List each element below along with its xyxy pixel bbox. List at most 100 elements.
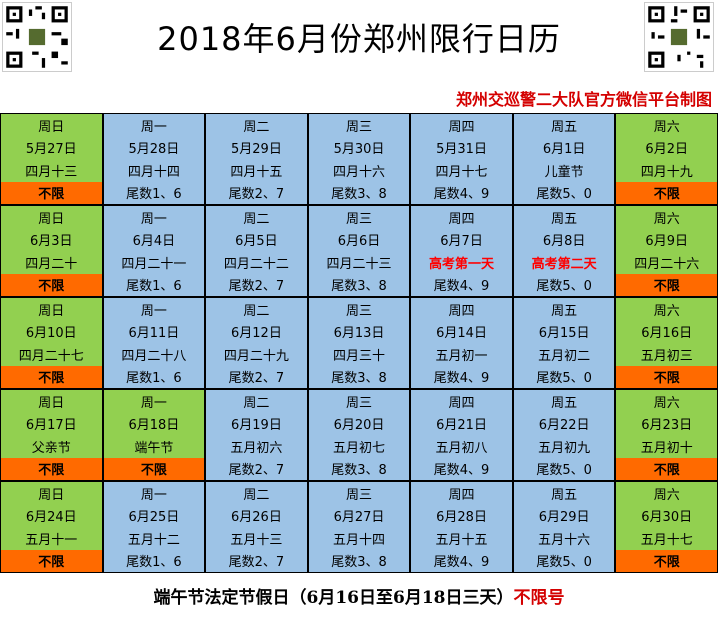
date-label: 6月3日 <box>30 234 73 250</box>
calendar-day-cell: 周四 6月7日 高考第一天 尾数4、9 <box>411 206 512 296</box>
restriction-label: 尾数5、0 <box>536 187 592 203</box>
calendar-day-cell: 周五 6月29日 五月十六 尾数5、0 <box>513 482 615 572</box>
restriction-label: 尾数3、8 <box>331 555 387 571</box>
calendar-day-cell: 周三 6月13日 四月三十 尾数3、8 <box>308 298 410 388</box>
calendar-day-cell: 周三 6月27日五月十四尾数3、8 <box>308 482 410 572</box>
weekday-label: 周三 <box>345 487 372 503</box>
calendar-day-cell: 周六 6月30日 五月十七 不限 <box>616 482 717 572</box>
weekday-label: 周四 <box>448 487 475 503</box>
lunar-label: 四月二十一 <box>121 256 187 272</box>
lunar-label: 父亲节 <box>31 440 71 456</box>
date-label: 6月4日 <box>132 234 176 250</box>
restriction-label: 不限 <box>1 549 102 572</box>
calendar-day-cell: 周日 6月17日 父亲节 不限 <box>1 390 102 480</box>
restriction-label: 尾数5、0 <box>536 463 592 479</box>
holiday-note-text: 端午节法定节假日（6月16日至6月18日三天） <box>153 588 514 608</box>
calendar-grid: 周日 5月27日 四月十三 不限 周一 5月28日 四月十四 尾数1、6 周二 5月29日 四月十五… <box>0 113 718 573</box>
date-label: 6月12日 <box>231 326 282 342</box>
qr-code-left <box>2 2 72 72</box>
page-title: 2018年6月份郑州限行日历 <box>157 20 561 58</box>
date-label: 6月17日 <box>25 418 77 434</box>
lunar-label: 四月十九 <box>640 164 693 180</box>
restriction-label: 尾数1、6 <box>126 555 182 571</box>
date-label: 6月23日 <box>641 418 693 434</box>
weekday-label: 周二 <box>243 211 270 227</box>
date-label: 6月2日 <box>645 142 688 158</box>
date-label: 6月14日 <box>436 326 487 342</box>
restriction-label: 不限 <box>1 273 102 296</box>
lunar-label: 四月二十六 <box>634 256 700 272</box>
calendar-day-cell: 周四 6月21日 五月初八 尾数4、9 <box>411 390 512 480</box>
date-label: 6月26日 <box>231 510 282 526</box>
restriction-label: 不限 <box>1 365 102 388</box>
qr-code-icon <box>3 3 71 71</box>
calendar-day-cell: 周二 6月5日 四月二十二 尾数2、7 <box>206 206 307 296</box>
restriction-label: 尾数4、9 <box>433 187 490 203</box>
calendar-day-cell: 周一 6月25日 五月十二 尾数1、6 <box>103 482 205 572</box>
calendar-day-cell: 周一 6月11日 四月二十八 尾数1、6 <box>103 298 205 388</box>
calendar-day-cell: 周五 6月8日 高考第二天 尾数5、0 <box>513 206 615 296</box>
restriction-label: 尾数4、9 <box>433 463 490 479</box>
weekday-label: 周一 <box>140 395 167 411</box>
lunar-label: 五月初一 <box>435 348 488 364</box>
date-label: 5月31日 <box>436 142 487 158</box>
restriction-label: 尾数3、8 <box>331 463 387 479</box>
date-label: 6月15日 <box>538 326 590 342</box>
holiday-note-highlight: 不限号 <box>513 588 565 608</box>
lunar-label: 四月二十 <box>25 256 78 272</box>
weekday-label: 周日 <box>38 211 65 227</box>
weekday-label: 周日 <box>38 303 65 319</box>
restriction-label: 尾数5、0 <box>536 371 592 387</box>
lunar-label: 四月十三 <box>25 164 78 180</box>
calendar-day-cell: 周四 5月31日 四月十七 尾数4、9 <box>411 114 512 204</box>
lunar-label: 五月十四 <box>332 532 385 548</box>
weekday-label: 周二 <box>243 119 270 135</box>
weekday-label: 周三 <box>345 119 372 135</box>
date-label: 6月10日 <box>25 326 77 342</box>
calendar-day-cell: 周日 6月24日 五月十一 不限 <box>1 482 102 572</box>
date-label: 6月29日 <box>538 510 590 526</box>
restriction-label: 尾数1、6 <box>126 371 182 387</box>
calendar-day-cell: 周二 6月19日 五月初六 尾数2、7 <box>206 390 307 480</box>
calendar-day-cell: 周一 5月28日 四月十四 尾数1、6 <box>103 114 205 204</box>
weekday-label: 周五 <box>551 395 578 411</box>
lunar-label: 四月二十二 <box>223 256 289 272</box>
calendar-day-cell: 周日 5月27日 四月十三 不限 <box>1 114 102 204</box>
lunar-label: 五月十一 <box>25 532 78 548</box>
restriction-label: 尾数4、9 <box>433 555 490 571</box>
lunar-label: 五月十二 <box>127 532 180 548</box>
restriction-label: 尾数1、6 <box>126 279 182 295</box>
weekday-label: 周五 <box>551 487 578 503</box>
weekday-label: 周一 <box>140 303 167 319</box>
calendar-day-cell: 周六 6月9日 四月二十六 不限 <box>616 206 717 296</box>
lunar-label: 儿童节 <box>544 164 584 180</box>
weekday-label: 周六 <box>653 119 680 135</box>
date-label: 6月9日 <box>645 234 688 250</box>
date-label: 6月7日 <box>440 234 483 250</box>
weekday-label: 周二 <box>243 395 270 411</box>
restriction-label: 尾数2、7 <box>228 371 285 387</box>
calendar-day-cell: 周一 6月4日 四月二十一 尾数1、6 <box>103 206 205 296</box>
lunar-label: 四月二十七 <box>18 348 84 364</box>
lunar-label: 五月初九 <box>538 440 591 456</box>
weekday-label: 周一 <box>140 119 167 135</box>
lunar-label: 四月三十 <box>332 348 385 364</box>
date-label: 6月27日 <box>333 510 385 526</box>
calendar-day-cell: 周日 6月3日四月二十 不限 <box>1 206 102 296</box>
calendar-day-cell: 周六 6月2日 四月十九 不限 <box>616 114 717 204</box>
date-label: 6月8日 <box>542 234 586 250</box>
weekday-label: 周六 <box>653 395 680 411</box>
lunar-label: 四月十五 <box>230 164 283 180</box>
restriction-label: 尾数5、0 <box>536 279 592 295</box>
lunar-label: 五月十七 <box>640 532 693 548</box>
weekday-label: 周六 <box>653 487 680 503</box>
date-label: 6月13日 <box>333 326 385 342</box>
weekday-label: 周一 <box>140 487 167 503</box>
calendar-day-cell: 周二 5月29日 四月十五 尾数2、7 <box>206 114 307 204</box>
calendar-day-cell: 周三 6月20日 五月初七 尾数3、8 <box>308 390 410 480</box>
lunar-label: 五月初二 <box>538 348 591 364</box>
lunar-label: 五月初三 <box>640 348 693 364</box>
holiday-note: 端午节法定节假日（6月16日至6月18日三天）不限号 <box>0 583 718 608</box>
weekday-label: 周六 <box>653 303 680 319</box>
calendar-day-cell: 周二 6月12日 四月二十九 尾数2、7 <box>206 298 307 388</box>
